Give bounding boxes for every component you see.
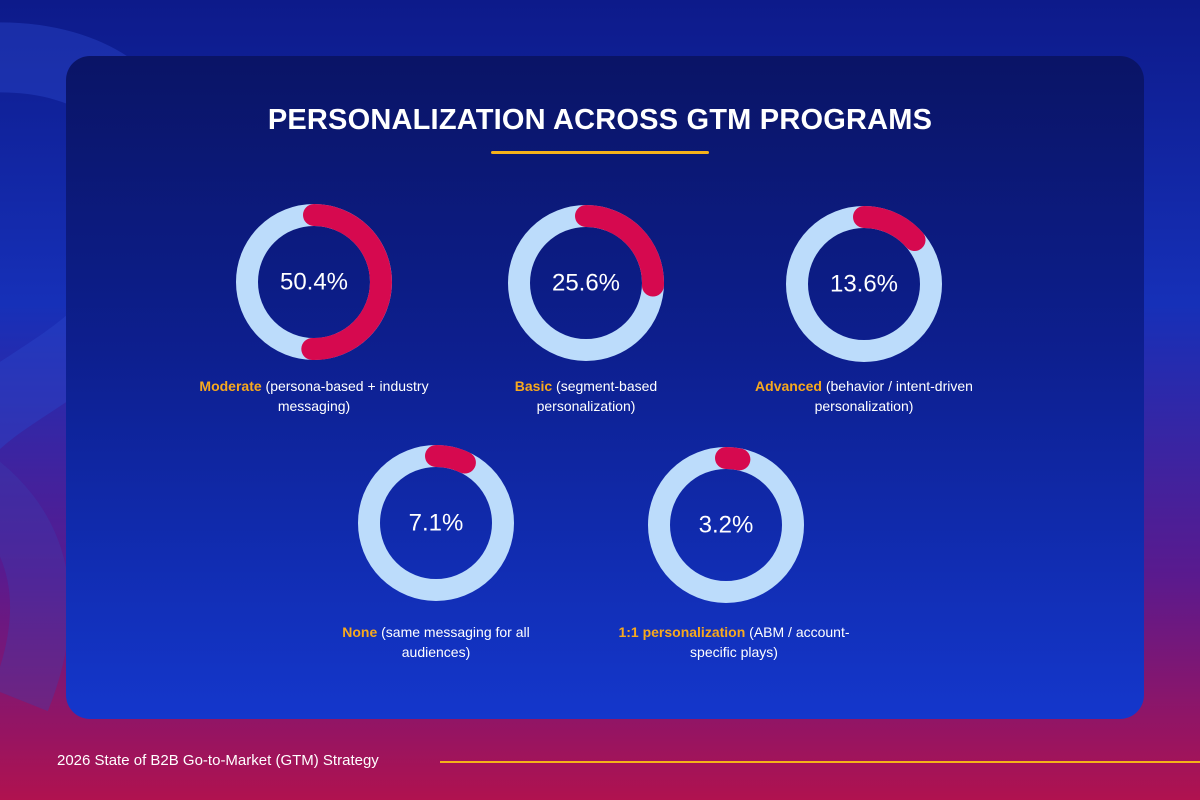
chart-card: [66, 56, 1144, 719]
label-lead: Advanced: [755, 378, 822, 394]
donut-label-moderate: Moderate (persona-based + industry messa…: [194, 376, 434, 416]
donut-label-basic: Basic (segment-based personalization): [466, 376, 706, 416]
donut-value-arc: [853, 206, 926, 252]
donut-value-text: 13.6%: [830, 271, 898, 298]
label-lead: Moderate: [199, 378, 262, 394]
label-lead: Basic: [514, 378, 553, 394]
donut-none: 7.1%: [358, 445, 514, 601]
label-rest: (behavior / intent-driven personalizatio…: [814, 378, 973, 414]
donut-label-none: None (same messaging for all audiences): [316, 622, 556, 662]
footer-source: 2026 State of B2B Go-to-Market (GTM) Str…: [57, 752, 379, 769]
donut-value-text: 3.2%: [699, 512, 754, 539]
donut-basic: 25.6%: [508, 205, 664, 361]
donut-moderate: 50.4%: [236, 204, 392, 360]
donut-label-one-to-one: 1:1 personalization (ABM / account-speci…: [614, 622, 854, 662]
donut-value-text: 50.4%: [280, 269, 348, 296]
donut-value-arc: [425, 445, 476, 474]
donut-value-arc: [715, 447, 751, 471]
label-rest: (segment-based personalization): [536, 378, 658, 414]
donut-value-text: 7.1%: [409, 510, 464, 537]
donut-value-arc: [301, 204, 392, 360]
chart-title: PERSONALIZATION ACROSS GTM PROGRAMS: [267, 104, 933, 136]
footer-rule: [440, 761, 1200, 763]
label-lead: 1:1 personalization: [618, 624, 746, 640]
donut-value-arc: [575, 205, 664, 297]
label-rest: (same messaging for all audiences): [377, 624, 530, 660]
donut-one-to-one: 3.2%: [648, 447, 804, 603]
title-underline: [491, 151, 709, 154]
donut-value-text: 25.6%: [552, 270, 620, 297]
label-rest: (ABM / account-specific plays): [690, 624, 850, 660]
donut-label-advanced: Advanced (behavior / intent-driven perso…: [744, 376, 984, 416]
label-rest: (persona-based + industry messaging): [261, 378, 429, 414]
donut-advanced: 13.6%: [786, 206, 942, 362]
label-lead: None: [342, 624, 378, 640]
